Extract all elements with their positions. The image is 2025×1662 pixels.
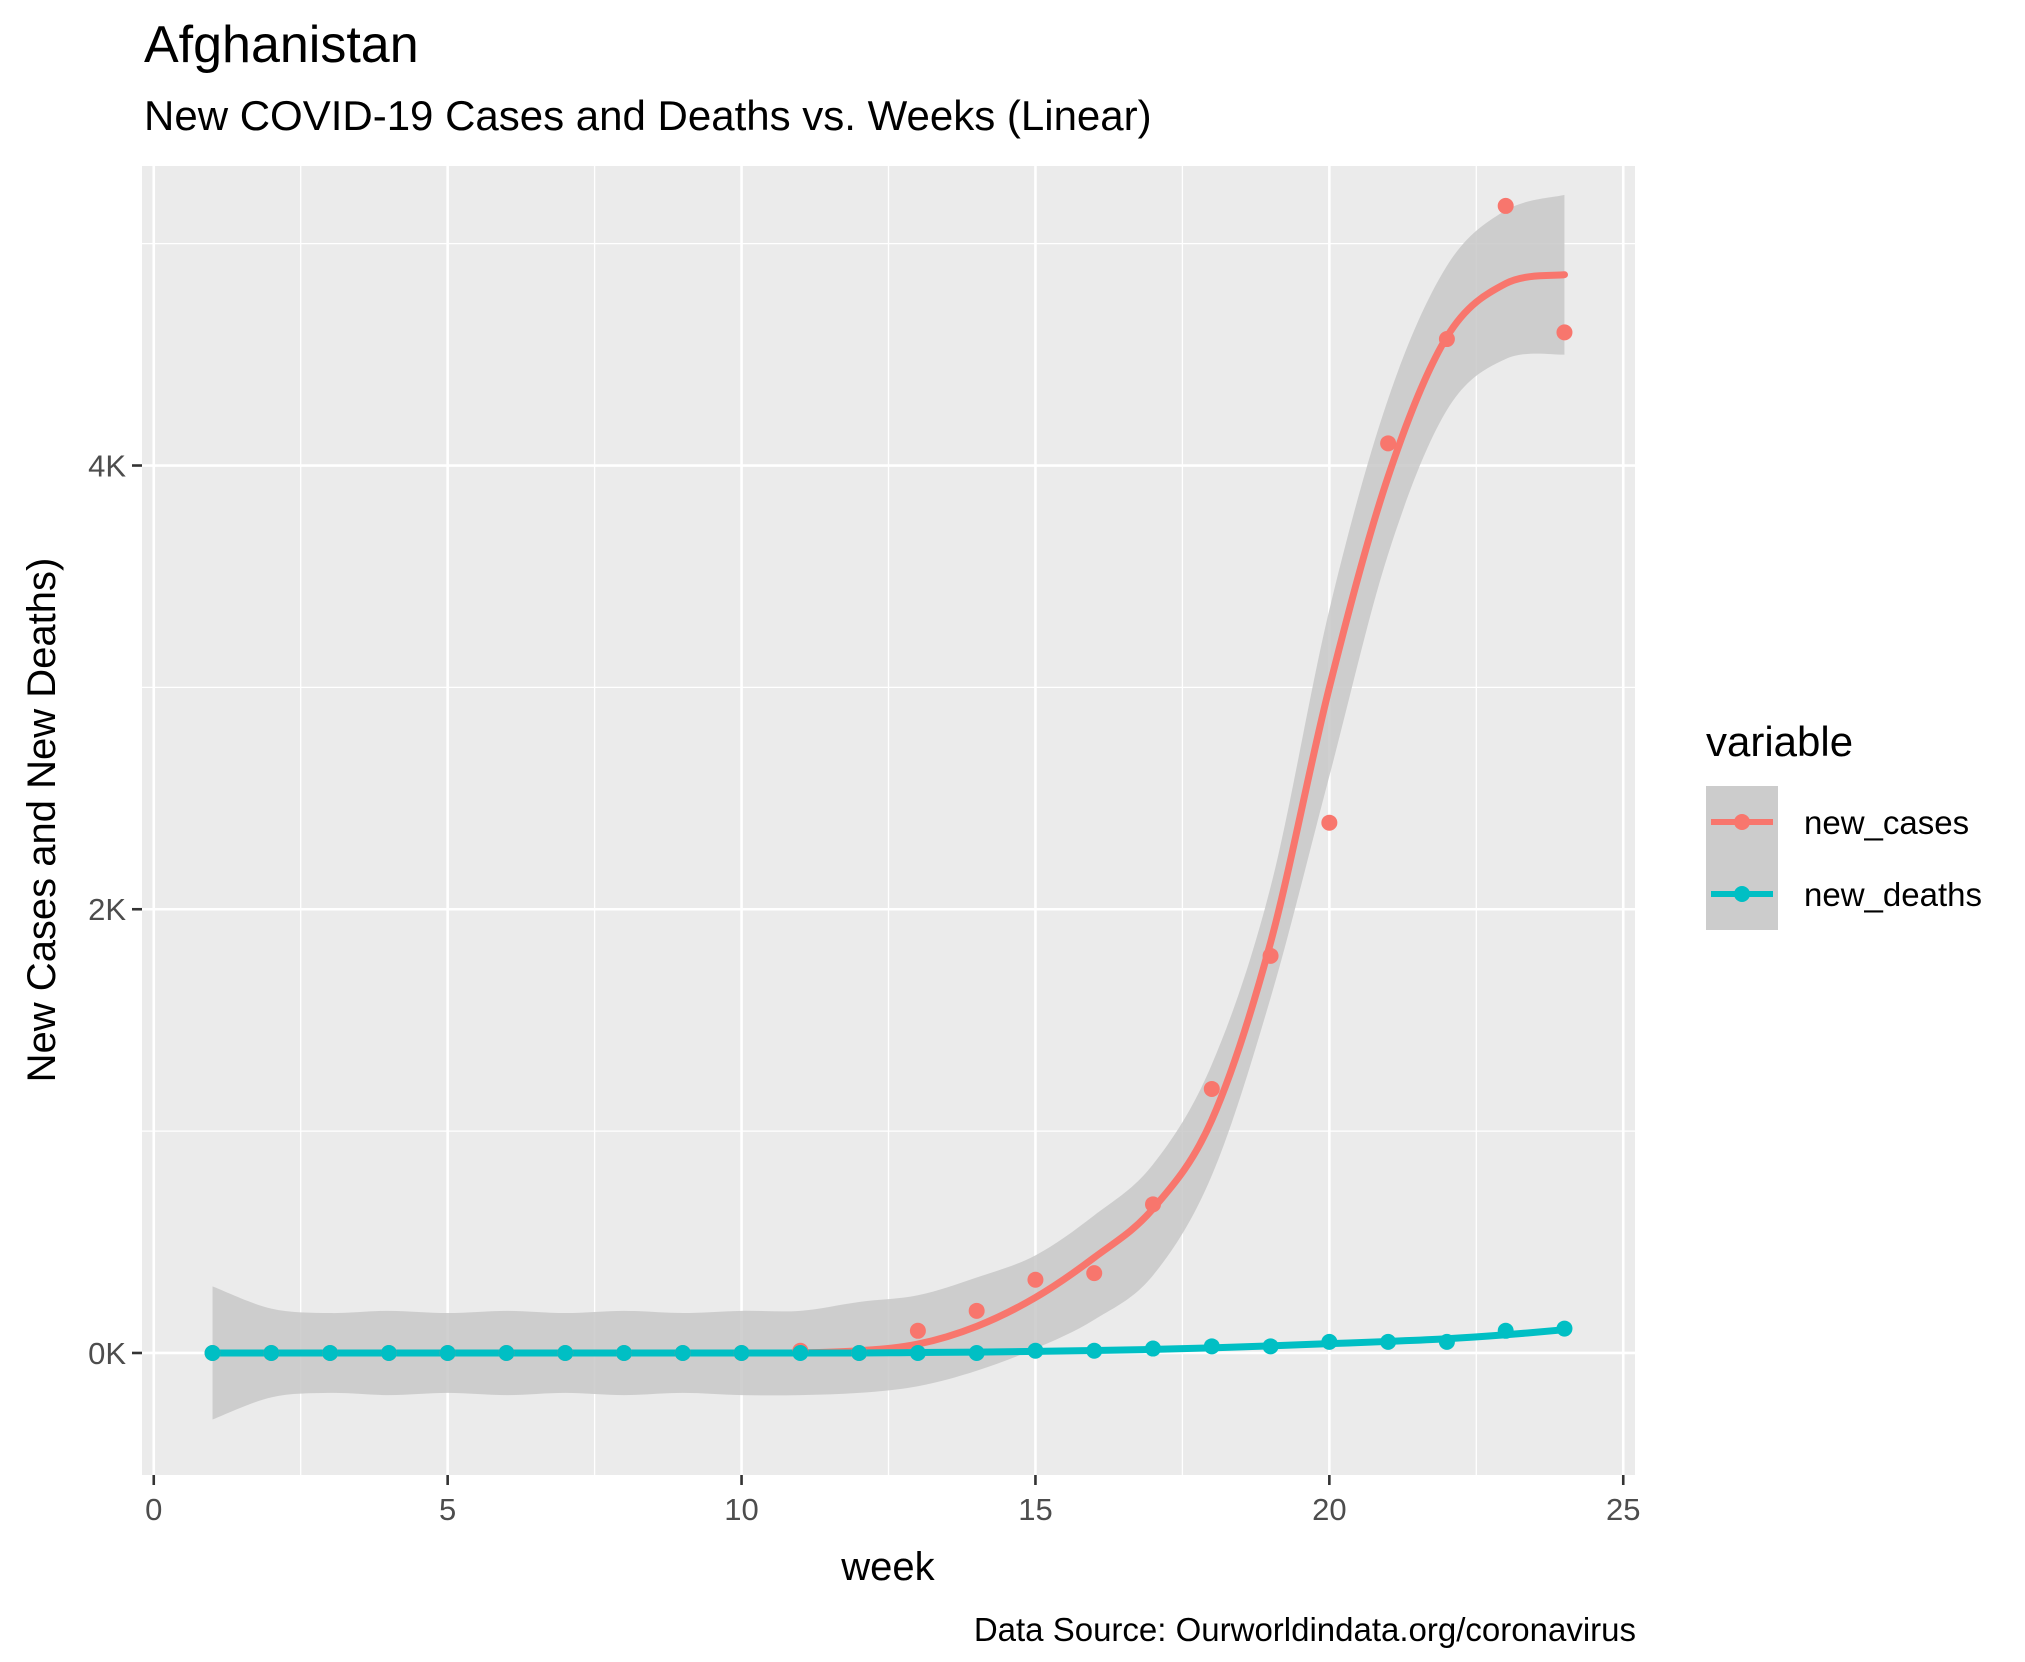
x-tick-label: 20	[1312, 1492, 1346, 1527]
point-new-cases	[909, 1322, 926, 1339]
point-new-deaths	[1262, 1338, 1279, 1355]
smooth-line-new-cases	[796, 271, 1568, 1357]
x-tick-label: 15	[1018, 1492, 1052, 1527]
point-new-deaths	[322, 1344, 339, 1361]
grid-minor	[142, 166, 1635, 1475]
point-new-deaths	[1497, 1322, 1514, 1339]
legend-title: variable	[1706, 718, 1853, 765]
point-new-deaths	[615, 1344, 632, 1361]
point-new-deaths	[1321, 1333, 1338, 1350]
point-new-deaths	[1438, 1333, 1455, 1350]
chart-title: Afghanistan	[144, 16, 419, 74]
confidence-bands	[212, 194, 1565, 1420]
point-new-cases	[1203, 1080, 1220, 1097]
point-new-deaths	[1145, 1340, 1162, 1357]
point-new-deaths	[1203, 1338, 1220, 1355]
point-new-deaths	[439, 1344, 456, 1361]
x-tick-label: 5	[439, 1492, 456, 1527]
chart-caption: Data Source: Ourworldindata.org/coronavi…	[974, 1611, 1636, 1648]
x-tick-label: 10	[724, 1492, 758, 1527]
point-new-cases	[1438, 331, 1455, 348]
x-axis-label: week	[840, 1545, 935, 1589]
point-new-deaths	[380, 1344, 397, 1361]
point-new-cases	[1262, 947, 1279, 964]
point-new-deaths	[204, 1344, 221, 1361]
point-new-deaths	[733, 1344, 750, 1361]
point-new-cases	[1086, 1265, 1103, 1282]
legend: variable new_cases new_deaths	[1706, 718, 1982, 930]
point-new-cases	[1027, 1271, 1044, 1288]
point-new-deaths	[1027, 1342, 1044, 1359]
point-new-deaths	[968, 1344, 985, 1361]
y-tick-label: 0K	[88, 1336, 126, 1371]
plot-area	[142, 166, 1635, 1475]
confidence-band-new-cases	[212, 194, 1565, 1420]
point-new-cases	[1321, 814, 1338, 831]
point-new-deaths	[498, 1344, 515, 1361]
point-new-cases	[1380, 435, 1397, 452]
point-new-deaths	[909, 1344, 926, 1361]
legend-label-new-cases: new_cases	[1804, 804, 1969, 841]
point-new-cases	[1556, 324, 1573, 341]
y-tick-label: 2K	[88, 892, 126, 927]
point-new-deaths	[1380, 1333, 1397, 1350]
point-new-deaths	[1086, 1342, 1103, 1359]
point-new-deaths	[263, 1344, 280, 1361]
point-new-cases	[968, 1302, 985, 1319]
chart-subtitle: New COVID-19 Cases and Deaths vs. Weeks …	[144, 92, 1152, 139]
point-new-cases	[1497, 197, 1514, 214]
point-new-cases	[1145, 1196, 1162, 1213]
x-tick-label: 0	[145, 1492, 162, 1527]
legend-label-new-deaths: new_deaths	[1804, 876, 1982, 913]
point-new-deaths	[792, 1344, 809, 1361]
data-points	[204, 197, 1573, 1361]
legend-point-new-deaths	[1734, 886, 1750, 902]
point-new-deaths	[1556, 1320, 1573, 1337]
point-new-deaths	[674, 1344, 691, 1361]
x-tick-label: 25	[1606, 1492, 1640, 1527]
y-tick-label: 4K	[88, 449, 126, 484]
y-axis-label: New Cases and New Deaths)	[20, 558, 64, 1083]
y-axis: 0K 2K 4K	[88, 449, 142, 1371]
x-axis: 0 5 10 15 20 25	[145, 1475, 1640, 1527]
point-new-deaths	[557, 1344, 574, 1361]
legend-point-new-cases	[1734, 814, 1750, 830]
point-new-deaths	[851, 1344, 868, 1361]
